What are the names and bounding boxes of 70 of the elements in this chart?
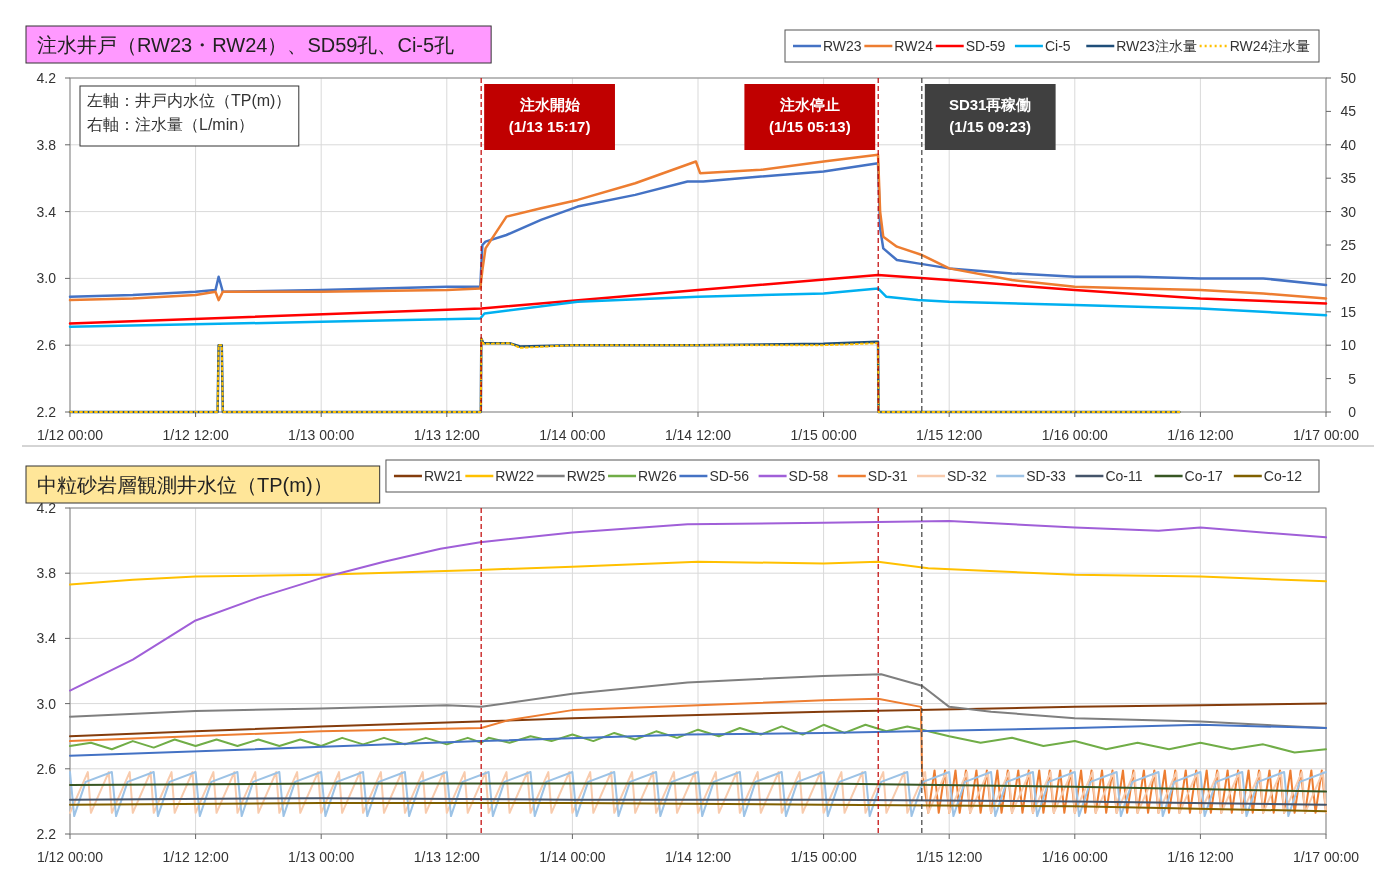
legend-label: RW22 — [495, 468, 535, 484]
annotation: 右軸：注水量（L/min） — [87, 116, 255, 133]
y2-tick-label: 15 — [1340, 303, 1357, 320]
x-tick-label: 1/13 00:00 — [288, 427, 355, 443]
x-tick-label: 1/15 12:00 — [916, 427, 983, 443]
y-tick-label: 2.6 — [36, 337, 57, 354]
legend-label: Ci-5 — [1044, 38, 1071, 54]
y2-tick-label: 50 — [1340, 70, 1357, 86]
x-tick-label: 1/16 00:00 — [1041, 427, 1109, 443]
legend-label: RW26 — [638, 468, 677, 484]
legend-label: RW23注水量 — [1116, 38, 1197, 54]
legend-label: RW24 — [894, 38, 934, 54]
x-tick-label: 1/15 12:00 — [916, 849, 983, 865]
y2-tick-label: 10 — [1340, 337, 1357, 354]
y2-tick-label: 0 — [1348, 404, 1357, 420]
y-tick-label: 3.4 — [36, 203, 57, 220]
x-tick-label: 1/14 00:00 — [539, 849, 606, 865]
ref-line-label: 注水開始 (1/13 15:17) — [508, 96, 591, 135]
x-tick-label: 1/13 12:00 — [413, 849, 481, 865]
x-tick-label: 1/16 12:00 — [1167, 849, 1234, 865]
legend-label: SD-56 — [709, 468, 750, 484]
y2-tick-label: 20 — [1340, 270, 1357, 287]
y2-tick-label: 40 — [1340, 136, 1357, 153]
x-tick-label: 1/13 12:00 — [413, 427, 481, 443]
y2-tick-label: 5 — [1348, 370, 1357, 387]
x-tick-label: 1/15 00:00 — [790, 849, 857, 865]
y-tick-label: 3.0 — [36, 270, 57, 287]
x-tick-label: 1/17 00:00 — [1292, 849, 1360, 865]
x-tick-label: 1/16 00:00 — [1041, 849, 1109, 865]
y-tick-label: 4.2 — [36, 70, 57, 86]
y-tick-label: 3.0 — [36, 695, 57, 712]
ref-line-label: SD31再稼働 (1/15 09:23) — [948, 96, 1032, 135]
legend-label: SD-58 — [788, 468, 829, 484]
y-tick-label: 3.8 — [36, 136, 57, 153]
ref-line-label: 注水停止 (1/15 05:13) — [768, 96, 851, 135]
legend-label: Co-11 — [1105, 468, 1143, 484]
y-tick-label: 2.2 — [36, 826, 57, 842]
legend-label: RW21 — [423, 468, 463, 484]
legend-label: Co-17 — [1184, 468, 1223, 484]
x-tick-label: 1/17 00:00 — [1292, 427, 1360, 443]
annotation: 左軸：井戸内水位（TP(m)） — [87, 92, 292, 109]
legend-label: RW23 — [823, 38, 862, 54]
y2-tick-label: 30 — [1340, 203, 1357, 220]
chart-title: 注水井戸（RW23・RW24）、SD59孔、Ci-5孔 — [37, 34, 455, 56]
chart-title: 中粒砂岩層観測井水位（TP(m)） — [37, 474, 333, 496]
legend-label: SD-33 — [1026, 468, 1067, 484]
legend-label: Co-12 — [1263, 468, 1303, 484]
legend-label: RW24注水量 — [1229, 38, 1311, 54]
x-tick-label: 1/16 12:00 — [1167, 427, 1234, 443]
x-tick-label: 1/14 00:00 — [539, 427, 606, 443]
x-tick-label: 1/14 12:00 — [664, 849, 732, 865]
x-tick-label: 1/12 00:00 — [36, 849, 104, 865]
y-tick-label: 2.6 — [36, 760, 57, 777]
y2-tick-label: 25 — [1340, 237, 1357, 253]
y2-tick-label: 35 — [1340, 170, 1357, 187]
legend-label: SD-31 — [867, 468, 908, 484]
x-tick-label: 1/12 00:00 — [36, 427, 104, 443]
y-tick-label: 3.8 — [36, 565, 57, 582]
y-tick-label: 3.4 — [36, 630, 57, 647]
y2-tick-label: 45 — [1340, 103, 1357, 120]
x-tick-label: 1/15 00:00 — [790, 427, 857, 443]
legend-label: RW25 — [566, 468, 606, 484]
x-tick-label: 1/13 00:00 — [288, 849, 355, 865]
x-tick-label: 1/12 12:00 — [162, 849, 229, 865]
legend-label: SD-59 — [965, 38, 1006, 54]
y-tick-label: 2.2 — [36, 404, 57, 420]
y-tick-label: 4.2 — [36, 500, 57, 516]
x-tick-label: 1/14 12:00 — [664, 427, 732, 443]
x-tick-label: 1/12 12:00 — [162, 427, 229, 443]
legend-label: SD-32 — [947, 468, 987, 484]
